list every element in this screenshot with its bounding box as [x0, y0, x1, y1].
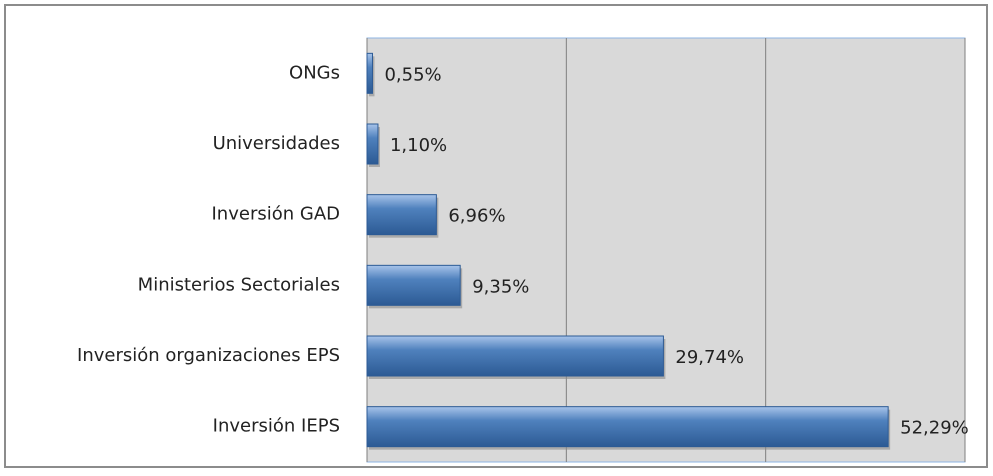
data-label: 1,10% [390, 135, 447, 156]
data-label: 9,35% [472, 276, 529, 297]
y-tick-label: Ministerios Sectoriales [138, 274, 340, 295]
bar [366, 335, 664, 377]
y-tick-label: Inversión organizaciones EPS [77, 345, 340, 366]
data-label: 52,29% [900, 418, 969, 439]
plot-area [366, 37, 966, 463]
bar [366, 194, 437, 236]
bar [366, 52, 373, 94]
y-tick-label: Universidades [213, 133, 340, 154]
data-label: 6,96% [448, 206, 505, 227]
data-label: 29,74% [675, 347, 744, 368]
bar [366, 264, 461, 306]
data-label: 0,55% [384, 64, 441, 85]
y-tick-label: Inversión IEPS [213, 416, 340, 437]
bar [366, 123, 379, 165]
bar [366, 406, 889, 448]
y-tick-label: ONGs [289, 62, 340, 83]
y-tick-label: Inversión GAD [212, 204, 341, 225]
